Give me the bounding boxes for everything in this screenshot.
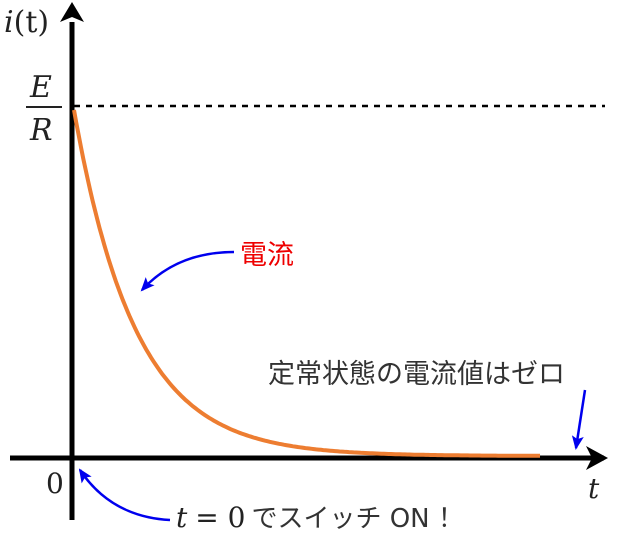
y-axis-arrow-icon xyxy=(60,2,84,22)
steady-state-arrow-icon xyxy=(571,389,587,450)
current-annotation: 電流 xyxy=(240,240,294,271)
switch-arrow-icon xyxy=(78,468,171,522)
y-axis-label: i(t) xyxy=(4,5,49,40)
fraction-numerator: E xyxy=(29,70,52,105)
x-axis-arrow-icon xyxy=(586,446,608,470)
steady-state-annotation: 定常状態の電流値はゼロ xyxy=(268,359,565,390)
current-arrow-icon xyxy=(140,250,235,292)
fraction-denominator: R xyxy=(29,113,53,148)
switch-annotation: t = 0 でスイッチ ON ！ xyxy=(176,501,464,534)
x-axis-label: t xyxy=(588,472,600,505)
current-curve xyxy=(72,109,540,458)
origin-label: 0 xyxy=(46,467,64,500)
